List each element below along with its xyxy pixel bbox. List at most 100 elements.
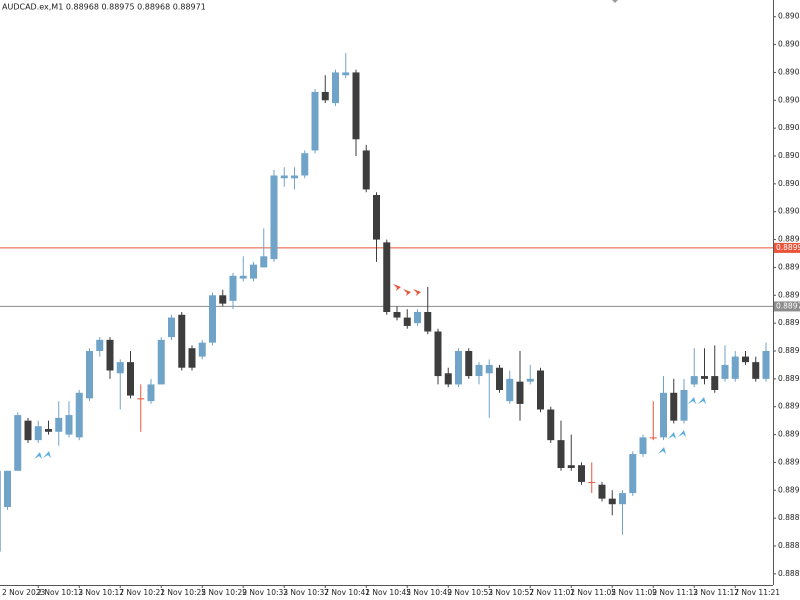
candle-body (619, 493, 626, 505)
y-tick-label: 0.89025 (778, 151, 800, 160)
buy-arrow (698, 397, 706, 404)
candle-body (424, 312, 432, 332)
candle-body (578, 465, 585, 482)
x-tick-label: 2 Nov 10:17 (78, 588, 124, 597)
candle-body (701, 376, 708, 379)
candle-body (485, 364, 493, 374)
candle-body (383, 242, 391, 312)
candle-body (547, 409, 555, 441)
x-tick-label: 2 Nov 10:33 (242, 588, 288, 597)
candle-body (434, 331, 442, 377)
y-tick-label: 0.88995 (778, 235, 800, 244)
x-tick-label: 2 Nov 10:49 (406, 588, 452, 597)
x-tick-label: 2 Nov 11:13 (652, 588, 698, 597)
y-tick-label: 0.88985 (778, 262, 800, 271)
candle-body (639, 437, 647, 455)
chart-title: AUDCAD.ex,M1 0.88968 0.88975 0.88968 0.8… (2, 3, 206, 12)
candle-body (168, 317, 175, 338)
y-tick-label: 0.88895 (778, 513, 800, 522)
candle-body (414, 312, 421, 324)
candle-body (321, 91, 329, 101)
x-tick-label: 2 Nov 10:25 (160, 588, 206, 597)
x-tick-label: 2 Nov 10:41 (324, 588, 370, 597)
y-tick-label: 0.89005 (778, 207, 800, 216)
candle-body (96, 339, 104, 351)
y-tick-label: 0.88935 (778, 402, 800, 411)
price-label-box (774, 242, 800, 253)
candle-body (198, 342, 206, 357)
candle-body (209, 295, 216, 343)
candle-body (762, 351, 770, 379)
candle-body (0, 470, 1, 552)
y-tick-label: 0.88915 (778, 457, 800, 466)
y-tick-label: 0.89065 (778, 40, 800, 49)
price-label: 0.88992 (776, 243, 800, 252)
x-tick-label: 2 Nov 11:01 (529, 588, 575, 597)
candle-body (342, 72, 350, 76)
x-tick-label: 2 Nov 11:05 (570, 588, 616, 597)
candle-body (526, 378, 534, 382)
candle-body (649, 437, 657, 439)
y-tick-label: 0.89075 (778, 12, 800, 21)
candle-body (455, 351, 462, 385)
x-tick-label: 2 Nov 10:13 (37, 588, 83, 597)
price-label-box (774, 301, 800, 312)
x-tick-label: 2 Nov 10:37 (283, 588, 329, 597)
candle-body (537, 370, 544, 410)
candle-body (403, 317, 411, 326)
plot-area (0, 52, 773, 552)
candle-body (670, 392, 678, 421)
sell-arrow (413, 289, 421, 296)
sell-arrow (393, 284, 401, 291)
x-tick-label: 2 Nov 10:29 (201, 588, 247, 597)
candle-body (280, 175, 288, 179)
candle-body (608, 498, 616, 505)
candle-body (55, 417, 63, 432)
x-tick-label: 2 Nov 11:17 (693, 588, 739, 597)
candle-body (229, 275, 237, 301)
y-tick-label: 0.89045 (778, 95, 800, 104)
y-tick-label: 0.88975 (778, 290, 800, 299)
candle-body (352, 72, 360, 140)
candle-body (444, 373, 452, 385)
candle-body (475, 364, 483, 377)
candle-body (506, 378, 514, 402)
candle-body (496, 367, 503, 390)
candle-body (157, 339, 165, 385)
y-tick-label: 0.88965 (778, 318, 800, 327)
candle-body (291, 175, 298, 179)
candle-body (731, 356, 739, 379)
buy-arrow (658, 447, 666, 454)
candle-body (332, 72, 339, 104)
y-tick-label: 0.89055 (778, 67, 800, 76)
candle-body (250, 264, 257, 279)
x-tick-label: 2 Nov 10:57 (488, 588, 534, 597)
candle-body (373, 195, 380, 240)
x-tick-label: 2 Nov 10:53 (447, 588, 493, 597)
candle-body (24, 420, 32, 441)
y-tick-label: 0.88925 (778, 430, 800, 439)
candle-body (721, 364, 729, 379)
x-tick-label: 2 Nov 10:45 (365, 588, 411, 597)
buy-arrow (688, 397, 696, 404)
candle-body (690, 376, 698, 385)
candle-body (45, 429, 52, 432)
y-tick-label: 0.88905 (778, 485, 800, 494)
candle-body (14, 415, 22, 471)
x-tick-label: 2 Nov 10:21 (119, 588, 165, 597)
candle-body (598, 484, 606, 499)
candle-body (260, 256, 268, 268)
candle-body (301, 153, 309, 176)
candle-body (465, 351, 473, 377)
candle-body (516, 381, 524, 404)
y-tick-label: 0.88885 (778, 541, 800, 550)
x-tick-label: 2 Nov 2023 (2, 588, 45, 597)
candle-body (127, 362, 134, 396)
price-label: 0.88971 (776, 301, 800, 310)
x-tick-label: 2 Nov 11:09 (611, 588, 657, 597)
candle-body (588, 481, 596, 483)
candle-body (188, 348, 196, 368)
candle-body (178, 314, 186, 368)
